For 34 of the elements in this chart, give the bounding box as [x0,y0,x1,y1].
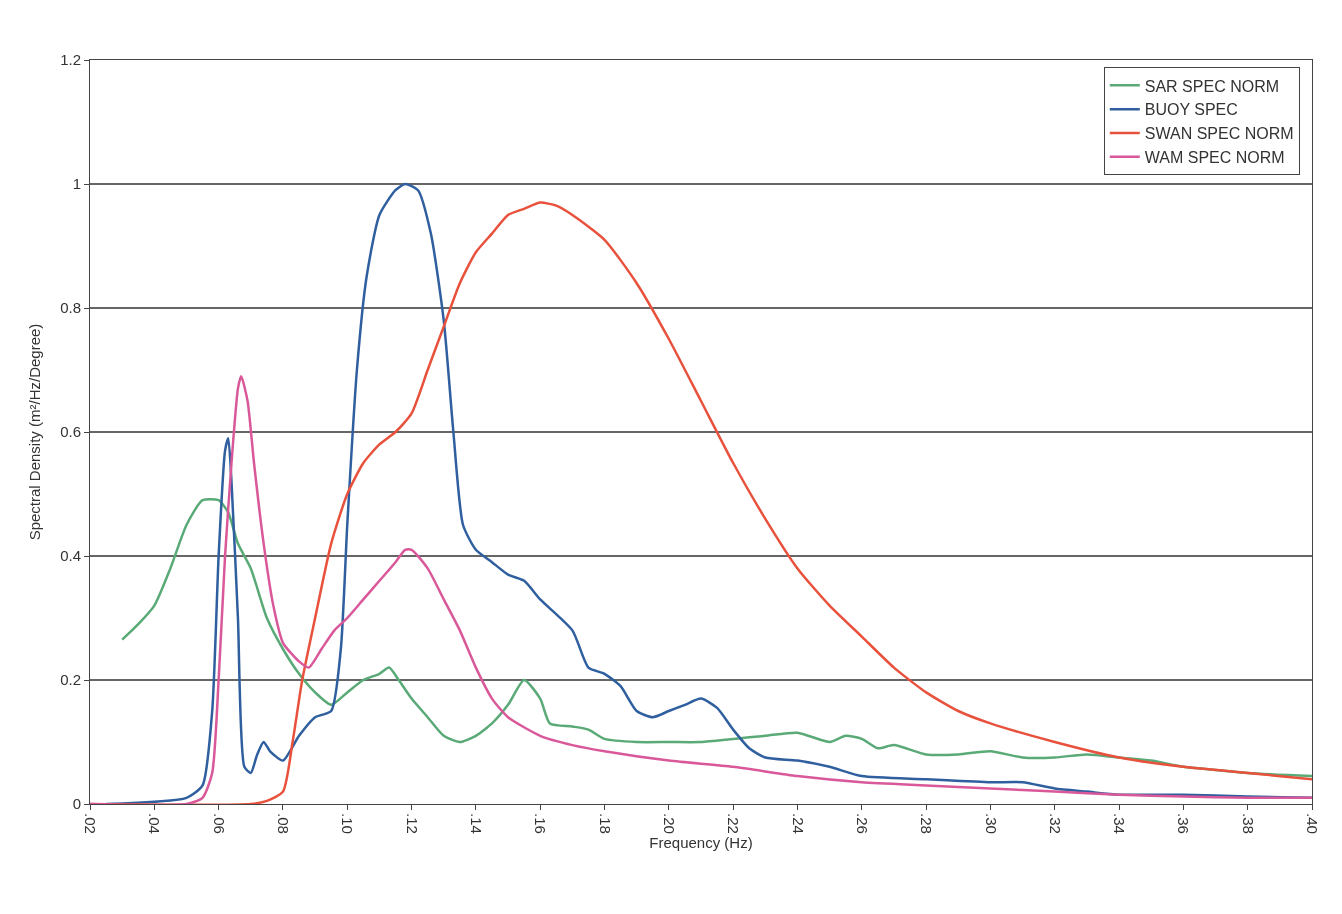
x-tick-label: .38 [1239,813,1257,834]
y-tick-label: 1 [72,175,81,193]
line-series [90,374,1312,804]
x-tick-label: .12 [403,813,421,834]
x-tick-label: .28 [918,813,936,834]
x-tick-label: .16 [532,813,550,834]
legend-label: SWAN SPEC NORM [1144,125,1294,143]
x-tick-label: .04 [146,813,164,834]
y-axis-title: Spectral Density (m²/Hz/Degree) [26,323,44,541]
x-tick-label: .36 [1175,813,1193,834]
y-tick-label: 0.4 [60,547,81,565]
x-tick-label: .20 [660,813,678,834]
legend-label: WAM SPEC NORM [1144,148,1285,166]
x-tick-label: .02 [82,813,100,834]
x-tick-label: .08 [275,813,293,834]
legend-label: BUOY SPEC [1144,101,1238,119]
x-tick-label: .32 [1046,813,1064,834]
x-tick-label: .40 [1304,813,1322,834]
y-tick-label: 0.6 [60,423,81,441]
x-tick-label: .06 [210,813,228,834]
x-tick-label: .18 [596,813,614,834]
x-tick-label: .22 [725,813,743,834]
x-tick-label: .10 [339,813,357,834]
x-tick-label: .24 [789,813,807,834]
y-tick-label: 0.8 [60,299,81,317]
x-tick-label: .30 [982,813,1000,834]
y-tick-label: 0.2 [60,671,81,689]
legend-label: SAR SPEC NORM [1144,77,1280,95]
y-tick-label: 0 [72,795,81,813]
x-tick-label: .14 [468,813,486,834]
x-axis-title: Frequency (Hz) [649,833,753,851]
x-tick-label: .34 [1111,813,1129,834]
x-tick-label: .26 [853,813,871,834]
y-tick-label: 1.2 [60,51,81,69]
